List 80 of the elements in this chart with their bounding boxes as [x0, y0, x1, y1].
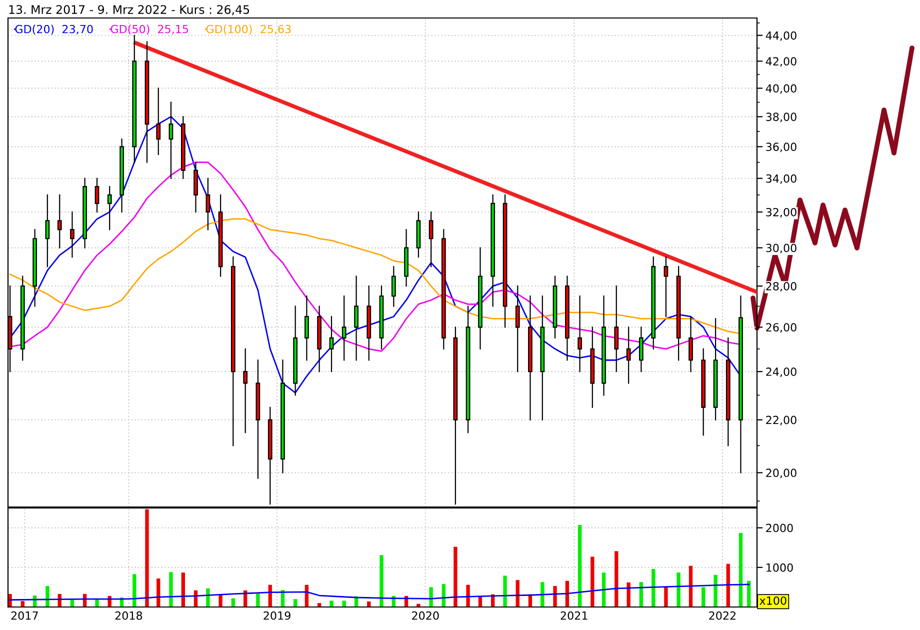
candlestick — [688, 316, 693, 372]
y-tick-label: 40,00 — [766, 84, 796, 94]
bar — [218, 594, 222, 607]
bar — [664, 586, 668, 607]
bar — [145, 509, 149, 607]
line-series — [9, 584, 750, 601]
candlestick — [206, 178, 210, 230]
x-tick-label: 2021 — [560, 611, 588, 620]
candlestick — [342, 296, 346, 361]
y-tick-label: 24,00 — [766, 368, 796, 378]
candlestick — [70, 211, 74, 258]
bar — [454, 546, 458, 607]
x-tick-label: 2020 — [412, 611, 439, 620]
y-tick-label: 28,00 — [766, 282, 796, 292]
bar — [503, 576, 507, 607]
bar — [747, 580, 751, 607]
bar — [590, 556, 594, 607]
bar — [169, 572, 173, 607]
bar — [702, 587, 706, 607]
bar — [652, 568, 656, 607]
candlestick — [107, 186, 112, 230]
x-tick-label: 2018 — [115, 611, 142, 620]
bar — [602, 572, 606, 607]
bar — [256, 593, 260, 607]
candlestick — [626, 326, 631, 384]
y-tick-label: 30,00 — [766, 244, 796, 254]
bar — [626, 582, 630, 607]
legend-label: GD(100) 25,63 — [206, 24, 291, 35]
legend-label: GD(20) 23,70 — [15, 24, 93, 35]
bar — [553, 586, 557, 607]
candlestick — [614, 286, 619, 372]
candlestick — [94, 178, 100, 213]
line-series — [9, 116, 742, 394]
candlestick — [329, 316, 334, 372]
bar — [294, 599, 298, 607]
candlestick — [243, 348, 248, 434]
candlestick — [45, 194, 50, 268]
bar — [726, 564, 730, 607]
bar — [466, 584, 470, 607]
y-tick-label: 26,00 — [766, 323, 796, 333]
x-tick-label: 2019 — [264, 611, 290, 620]
candlestick — [578, 296, 582, 372]
bar — [181, 572, 185, 607]
candlestick — [391, 266, 396, 307]
bar — [614, 551, 618, 607]
y-tick-label: 32,00 — [766, 208, 796, 218]
candlestick — [638, 326, 644, 372]
bar — [688, 566, 693, 607]
y-tick-label: 1000 — [766, 563, 793, 572]
candlestick — [57, 194, 62, 248]
y-tick-label: 22,00 — [766, 416, 796, 426]
bar — [132, 574, 136, 607]
line-series — [9, 218, 742, 334]
x-tick-label: 2017 — [11, 611, 38, 620]
bar — [738, 532, 743, 607]
bar — [714, 574, 718, 607]
candlestick — [168, 102, 174, 179]
y-tick-label: 20,00 — [766, 468, 796, 478]
bar — [429, 587, 433, 607]
bar — [330, 600, 334, 607]
candlestick — [354, 276, 358, 361]
candlestick — [156, 88, 161, 155]
y-tick-label: 38,00 — [766, 112, 796, 122]
bar — [342, 600, 346, 607]
candlestick — [664, 256, 668, 318]
y-tick-label: 2000 — [766, 524, 793, 532]
y-tick-label: 44,00 — [766, 31, 796, 41]
chart-title: 13. Mrz 2017 - 9. Mrz 2022 - Kurs : 26,45 — [9, 5, 250, 16]
bar — [676, 572, 680, 607]
y-tick-label: 42,00 — [766, 57, 796, 67]
bar — [578, 525, 582, 607]
candlestick — [428, 211, 434, 268]
candlestick — [515, 286, 520, 372]
x-tick-label: 2022 — [709, 611, 736, 620]
text: x100 — [760, 596, 786, 605]
candlestick — [304, 296, 309, 361]
bar — [380, 555, 384, 607]
y-tick-label: 36,00 — [766, 142, 796, 152]
legend-label: GD(50) 25,15 — [110, 24, 188, 35]
y-tick-label: 34,00 — [766, 174, 796, 184]
